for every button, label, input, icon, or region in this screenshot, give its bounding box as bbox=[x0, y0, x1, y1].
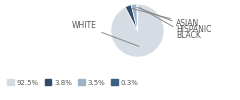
Wedge shape bbox=[111, 4, 164, 57]
Wedge shape bbox=[137, 4, 138, 31]
Legend: 92.5%, 3.8%, 3.5%, 0.3%: 92.5%, 3.8%, 3.5%, 0.3% bbox=[4, 76, 141, 88]
Wedge shape bbox=[131, 4, 138, 31]
Text: BLACK: BLACK bbox=[140, 8, 201, 40]
Text: WHITE: WHITE bbox=[72, 21, 139, 46]
Text: HISPANIC: HISPANIC bbox=[137, 7, 211, 34]
Wedge shape bbox=[125, 5, 138, 31]
Text: ASIAN: ASIAN bbox=[132, 8, 199, 28]
